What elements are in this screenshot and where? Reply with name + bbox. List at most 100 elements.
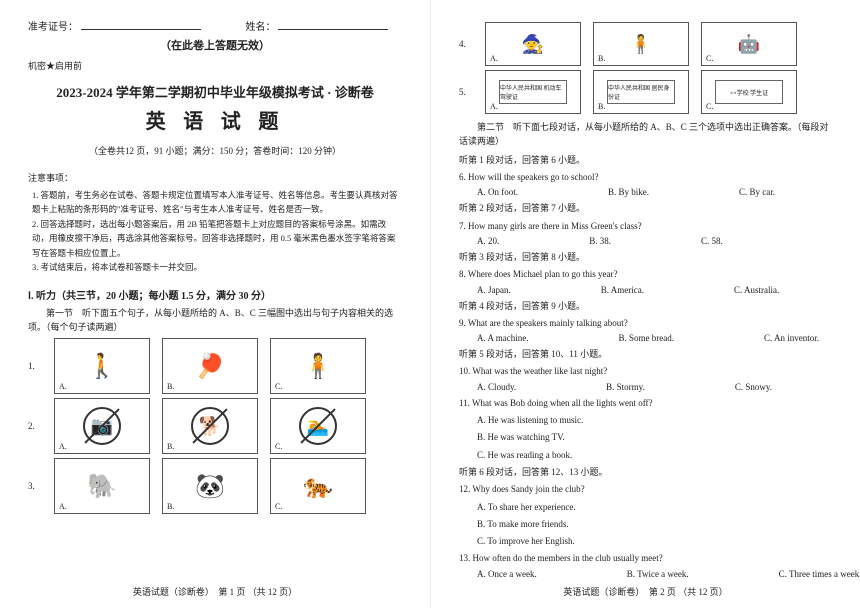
- option-label: A.: [59, 442, 67, 451]
- option: A. Once a week.: [477, 569, 537, 579]
- option-image: 📷 A.: [54, 398, 150, 454]
- option: B. Some bread.: [619, 333, 675, 343]
- glyph-icon: 🚶: [87, 352, 117, 381]
- option-image: 中华人民共和国 居民身份证B.: [593, 70, 689, 114]
- option: B. Stormy.: [606, 382, 645, 392]
- option-label: C.: [706, 54, 713, 63]
- question-line: 8. Where does Michael plan to go this ye…: [459, 267, 832, 282]
- option: C. By car.: [739, 187, 775, 197]
- notice-text: 回答选择题时，选出每小题答案后，用 2B 铅笔把答题卡上对应题目的答案标号涂黑。…: [32, 219, 395, 258]
- option-image: 🐕 B.: [162, 398, 258, 454]
- picture-question-5: 5. 中华人民共和国 机动车驾驶证A. 中华人民共和国 居民身份证B. ××学校…: [459, 70, 832, 114]
- title-subject: 英 语 试 题: [28, 105, 402, 134]
- option-line: B. He was watching TV.: [459, 430, 832, 445]
- id-card: ××学校 学生证: [715, 80, 783, 104]
- dialog-lead: 听第 5 段对话，回答第 10、11 小题。: [459, 347, 832, 362]
- page-1: 准考证号： 姓名： （在此卷上答题无效） 机密★启用前 2023-2024 学年…: [0, 0, 430, 608]
- page-2: 4. 🧙A. 🧍B. 🤖C. 5. 中华人民共和国 机动车驾驶证A. 中华人民共…: [430, 0, 860, 608]
- option: B. Twice a week.: [627, 569, 689, 579]
- option: C. An inventor.: [764, 333, 819, 343]
- glyph-icon: 🐘: [87, 472, 117, 501]
- option-label: C.: [275, 502, 282, 511]
- dialogs-container: 听第 1 段对话，回答第 6 小题。 6. How will the speake…: [459, 153, 832, 579]
- option-label: B.: [167, 502, 174, 511]
- option-image: 🐼 B.: [162, 458, 258, 514]
- option-label: B.: [167, 382, 174, 391]
- dialog-lead: 听第 1 段对话，回答第 6 小题。: [459, 153, 832, 168]
- picture-question-1: 1. 🚶A. 🏓B. 🧍C.: [28, 338, 402, 394]
- prohibit-icon: 🏊: [299, 407, 337, 445]
- option-image: 🧙 A.: [485, 22, 581, 66]
- options-row: A. On foot.B. By bike.C. By car.: [459, 187, 832, 197]
- option-line: C. He was reading a book.: [459, 448, 832, 463]
- q-number: 5.: [459, 87, 473, 97]
- dialog-lead: 听第 3 段对话，回答第 8 小题。: [459, 250, 832, 265]
- option-label: A.: [59, 502, 67, 511]
- option-label: A.: [490, 102, 498, 111]
- option: B. 38.: [589, 236, 611, 246]
- notice-item: 2. 回答选择题时，选出每小题答案后，用 2B 铅笔把答题卡上对应题目的答案标号…: [32, 217, 402, 260]
- options-row: A. A machine.B. Some bread.C. An invento…: [459, 333, 832, 343]
- options-row: A. Once a week.B. Twice a week.C. Three …: [459, 569, 832, 579]
- question-line: 10. What was the weather like last night…: [459, 364, 832, 379]
- options-row: A. Japan.B. America.C. Australia.: [459, 285, 832, 295]
- option-image: 🐅C.: [270, 458, 366, 514]
- question-line: 11. What was Bob doing when all the ligh…: [459, 396, 832, 411]
- notice-text: 考试结束后，将本试卷和答题卡一并交回。: [41, 262, 203, 272]
- name-label: 姓名：: [246, 22, 276, 33]
- q-number: 1.: [28, 361, 42, 371]
- header-row: 准考证号： 姓名：: [28, 18, 402, 33]
- glyph-icon: 🤖: [738, 34, 760, 55]
- title-meta: （全卷共12 页，91 小题；满分：150 分；答卷时间：120 分钟）: [28, 144, 402, 157]
- options-row: A. 20. B. 38. C. 58.: [459, 236, 832, 246]
- dialog-lead: 听第 6 段对话，回答第 12、13 小题。: [459, 465, 832, 480]
- picture-question-3: 3. 🐘 A. 🐼 B. 🐅C.: [28, 458, 402, 514]
- option-label: B.: [598, 102, 605, 111]
- option: C. 58.: [701, 236, 723, 246]
- notice-text: 答题前，考生务必在试卷、答题卡规定位置填写本人准考证号、姓名等信息。考生要认真核…: [32, 190, 398, 214]
- option-label: C.: [275, 442, 282, 451]
- option-label: C.: [275, 382, 282, 391]
- question-line: 6. How will the speakers go to school?: [459, 170, 832, 185]
- option-line: C. To improve her English.: [459, 534, 832, 549]
- dialog-lead: 听第 2 段对话，回答第 7 小题。: [459, 201, 832, 216]
- picture-question-4: 4. 🧙A. 🧍B. 🤖C.: [459, 22, 832, 66]
- prohibit-icon: 🐕: [191, 407, 229, 445]
- page-footer: 英语试题（诊断卷） 第 2 页 （共 12 页）: [431, 585, 860, 598]
- options-row: A. Cloudy.B. Stormy.C. Snowy.: [459, 382, 832, 392]
- page-footer: 英语试题（诊断卷） 第 1 页 （共 12 页）: [0, 585, 430, 598]
- glyph-icon: 🧍: [630, 34, 652, 55]
- option-image: 🚶A.: [54, 338, 150, 394]
- option-image: 🧍 B.: [593, 22, 689, 66]
- secret-label: 机密★启用前: [28, 59, 402, 72]
- option-label: B.: [167, 442, 174, 451]
- option-image: ××学校 学生证C.: [701, 70, 797, 114]
- option-line: A. He was listening to music.: [459, 413, 832, 428]
- option-label: A.: [490, 54, 498, 63]
- option: A. On foot.: [477, 187, 518, 197]
- prohibit-icon: 📷: [83, 407, 121, 445]
- q-number: 2.: [28, 421, 42, 431]
- option-label: B.: [598, 54, 605, 63]
- picture-question-2: 2. 📷 A. 🐕 B. 🏊 C.: [28, 398, 402, 454]
- header-warning: （在此卷上答题无效）: [28, 37, 402, 53]
- glyph-icon: 🧙: [522, 34, 544, 55]
- option: A. 20.: [477, 236, 499, 246]
- id-card: 中华人民共和国 居民身份证: [607, 80, 675, 104]
- glyph-icon: 🐼: [195, 472, 225, 501]
- glyph-icon: 🏊: [307, 416, 329, 437]
- id-card: 中华人民共和国 机动车驾驶证: [499, 80, 567, 104]
- question-line: 9. What are the speakers mainly talking …: [459, 316, 832, 331]
- option-line: A. To share her experience.: [459, 500, 832, 515]
- name-blank: [278, 29, 388, 30]
- glyph-icon: 📷: [91, 416, 113, 437]
- exam-id-blank: [81, 29, 201, 30]
- option-image: 中华人民共和国 机动车驾驶证A.: [485, 70, 581, 114]
- question-line: 7. How many girls are there in Miss Gree…: [459, 219, 832, 234]
- q-number: 3.: [28, 481, 42, 491]
- option-image: 🏓B.: [162, 338, 258, 394]
- option: C. Snowy.: [735, 382, 772, 392]
- notice-item: 1. 答题前，考生务必在试卷、答题卡规定位置填写本人准考证号、姓名等信息。考生要…: [32, 188, 402, 217]
- dialog-lead: 听第 4 段对话，回答第 9 小题。: [459, 299, 832, 314]
- option-image: 🏊 C.: [270, 398, 366, 454]
